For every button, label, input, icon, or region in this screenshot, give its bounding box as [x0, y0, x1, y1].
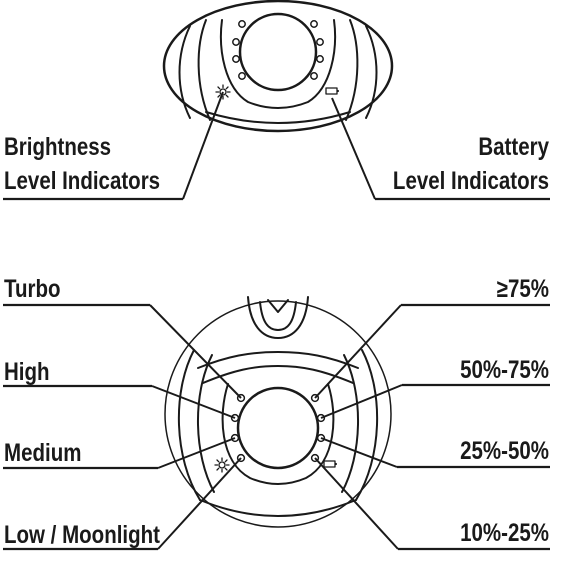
level-label-high: High: [4, 357, 50, 385]
top-closeup: [162, 0, 394, 133]
battery-level-labels: ≥75% 50%-75% 25%-50% 10%-25%: [314, 274, 550, 551]
low-indicator: [236, 453, 246, 463]
battery-10-25-indicator: [310, 453, 320, 463]
brightness-callout: Brightness Level Indicators: [3, 91, 224, 201]
battery-callout-line-1: Battery: [478, 132, 549, 160]
level-label-turbo: Turbo: [4, 274, 61, 302]
level-label-medium: Medium: [4, 438, 81, 466]
level-label-50-75: 50%-75%: [460, 355, 549, 383]
brightness-callout-line-1: Brightness: [4, 132, 111, 160]
battery-75-indicator: [310, 393, 320, 403]
level-label-25-50: 25%-50%: [460, 436, 549, 464]
sun-icon: [214, 457, 230, 473]
top-lens: [238, 12, 318, 92]
battery-callout: Battery Level Indicators: [331, 97, 550, 201]
bottom-headlamp: [164, 296, 392, 528]
battery-50-75-indicator: [316, 413, 326, 423]
sun-icon: [215, 84, 231, 100]
level-label-10-25: 10%-25%: [460, 518, 549, 546]
battery-icon: [325, 87, 339, 95]
brightness-level-labels: Turbo High Medium Low / Moonlight: [3, 274, 242, 551]
medium-indicator: [230, 433, 240, 443]
high-indicator: [230, 413, 240, 423]
bottom-lens: [236, 386, 320, 470]
level-label-75-plus: ≥75%: [497, 274, 549, 302]
brightness-callout-line-2: Level Indicators: [4, 166, 160, 194]
battery-callout-line-2: Level Indicators: [393, 166, 549, 194]
level-label-low-moonlight: Low / Moonlight: [4, 520, 160, 548]
battery-25-50-indicator: [316, 433, 326, 443]
turbo-indicator: [236, 393, 246, 403]
battery-icon: [323, 460, 337, 468]
